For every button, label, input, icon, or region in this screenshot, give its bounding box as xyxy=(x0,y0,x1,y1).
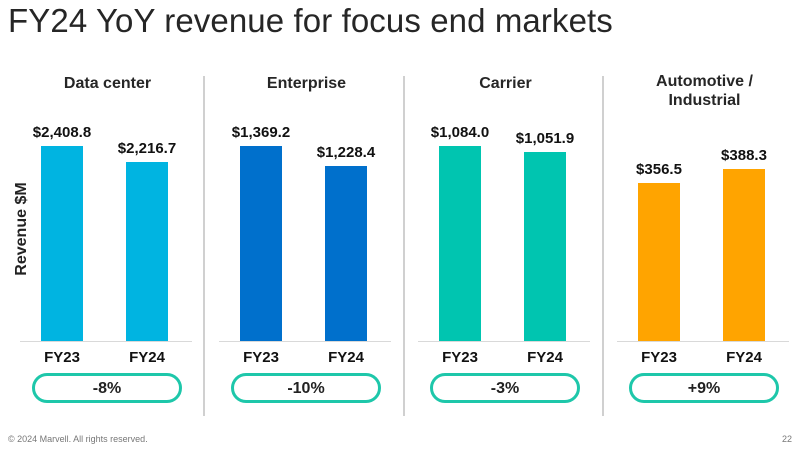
panel-title-line: Data center xyxy=(63,75,152,92)
x-axis-line xyxy=(418,341,590,342)
yoy-change-badge: +9% xyxy=(629,373,779,403)
x-tick-label: FY23 xyxy=(641,349,677,366)
data-label: $388.3 xyxy=(721,147,767,165)
panel-title-line: Carrier xyxy=(479,75,532,92)
slide-title: FY24 YoY revenue for focus end markets xyxy=(8,2,613,39)
data-label: $1,051.9 xyxy=(515,129,575,147)
panel-title-line: Automotive / xyxy=(656,73,753,90)
panel-automotive-industrial: Automotive / Industrial $356.5 FY23 $388.3 FY… xyxy=(617,0,792,454)
data-label: $2,408.8 xyxy=(32,124,92,141)
x-tick-label: FY23 xyxy=(243,349,279,366)
page-number: 22 xyxy=(781,434,792,444)
bar-carrier-fy24 xyxy=(524,151,566,341)
data-label: $1,228.4 xyxy=(316,144,376,162)
x-tick-label: FY23 xyxy=(442,349,478,366)
panel-title-line: Industrial xyxy=(668,92,741,109)
yoy-change-badge: -8% xyxy=(32,373,182,403)
bar-enterprise-fy24 xyxy=(325,166,367,341)
x-tick-label: FY24 xyxy=(129,349,165,366)
panel-title: Carrier xyxy=(418,74,593,93)
x-tick-label: FY23 xyxy=(44,349,80,366)
bar-enterprise-fy23 xyxy=(240,146,282,341)
panel-title: Data center xyxy=(20,74,195,93)
x-axis-line xyxy=(617,341,789,342)
panel-enterprise: Enterprise $1,369.2 FY23 $1,228.4 FY24 -10% xyxy=(219,0,394,454)
data-label: $2,216.7 xyxy=(117,139,177,157)
bar-data-center-fy24 xyxy=(126,161,168,341)
panel-divider xyxy=(602,76,604,416)
panel-carrier: Carrier $1,084.0 FY23 $1,051.9 FY24 -3% xyxy=(418,0,593,454)
panel-title: Automotive / Industrial xyxy=(617,72,792,110)
data-label: $1,369.2 xyxy=(231,124,291,141)
x-tick-label: FY24 xyxy=(726,349,762,366)
yoy-change-badge: -10% xyxy=(231,373,381,403)
bar-automotive-industrial-fy23 xyxy=(638,183,680,341)
panel-data-center: Data center $2,408.8 FY23 $2,216.7 FY24 -8% xyxy=(20,0,195,454)
bar-data-center-fy23 xyxy=(41,146,83,341)
bar-automotive-industrial-fy24 xyxy=(723,169,765,341)
copyright-footer: © 2024 Marvell. All rights reserved. xyxy=(8,434,148,444)
data-label: $1,084.0 xyxy=(430,124,490,141)
panel-divider xyxy=(403,76,405,416)
bar-carrier-fy23 xyxy=(439,146,481,341)
yoy-change-badge: -3% xyxy=(430,373,580,403)
panel-title-line: Enterprise xyxy=(266,75,347,92)
x-tick-label: FY24 xyxy=(328,349,364,366)
panel-divider xyxy=(203,76,205,416)
x-axis-line xyxy=(20,341,192,342)
panel-title: Enterprise xyxy=(219,74,394,93)
data-label: $356.5 xyxy=(636,161,682,179)
x-tick-label: FY24 xyxy=(527,349,563,366)
x-axis-line xyxy=(219,341,391,342)
